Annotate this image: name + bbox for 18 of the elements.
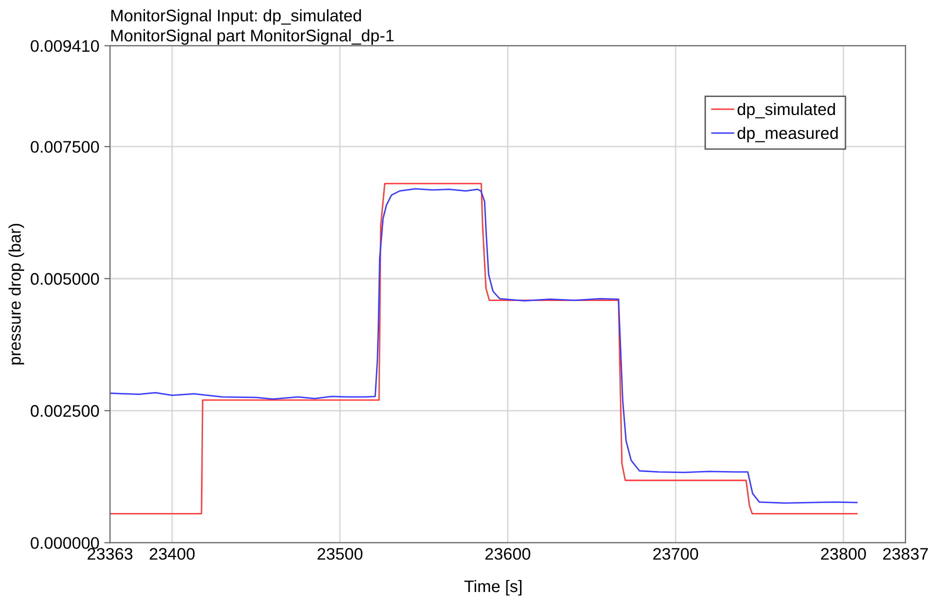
y-tick-label: 0.002500 — [30, 405, 99, 417]
x-tick-label: 23500 — [318, 548, 362, 560]
chart-subtitle: MonitorSignal part MonitorSignal_dp-1 — [111, 29, 394, 45]
x-tick-label: 23800 — [821, 548, 866, 560]
y-tick-label: 0.005000 — [30, 273, 99, 285]
y-tick-label: 0.000000 — [30, 537, 99, 549]
x-tick-label: 23400 — [150, 548, 195, 560]
legend-label: dp_measured — [738, 126, 838, 142]
x-tick-label: 23363 — [88, 548, 132, 560]
y-tick-label: 0.007500 — [30, 140, 99, 153]
x-tick-label: 23837 — [883, 548, 928, 560]
x-axis-title: Time [s] — [464, 580, 522, 596]
y-axis-title: pressure drop (bar) — [8, 224, 24, 364]
x-tick-label: 23600 — [485, 548, 530, 560]
legend-label: dp_simulated — [738, 102, 835, 118]
chart-title: MonitorSignal Input: dp_simulated — [111, 9, 361, 25]
y-tick-label: 0.009410 — [30, 40, 99, 52]
x-tick-label: 23700 — [653, 548, 698, 560]
